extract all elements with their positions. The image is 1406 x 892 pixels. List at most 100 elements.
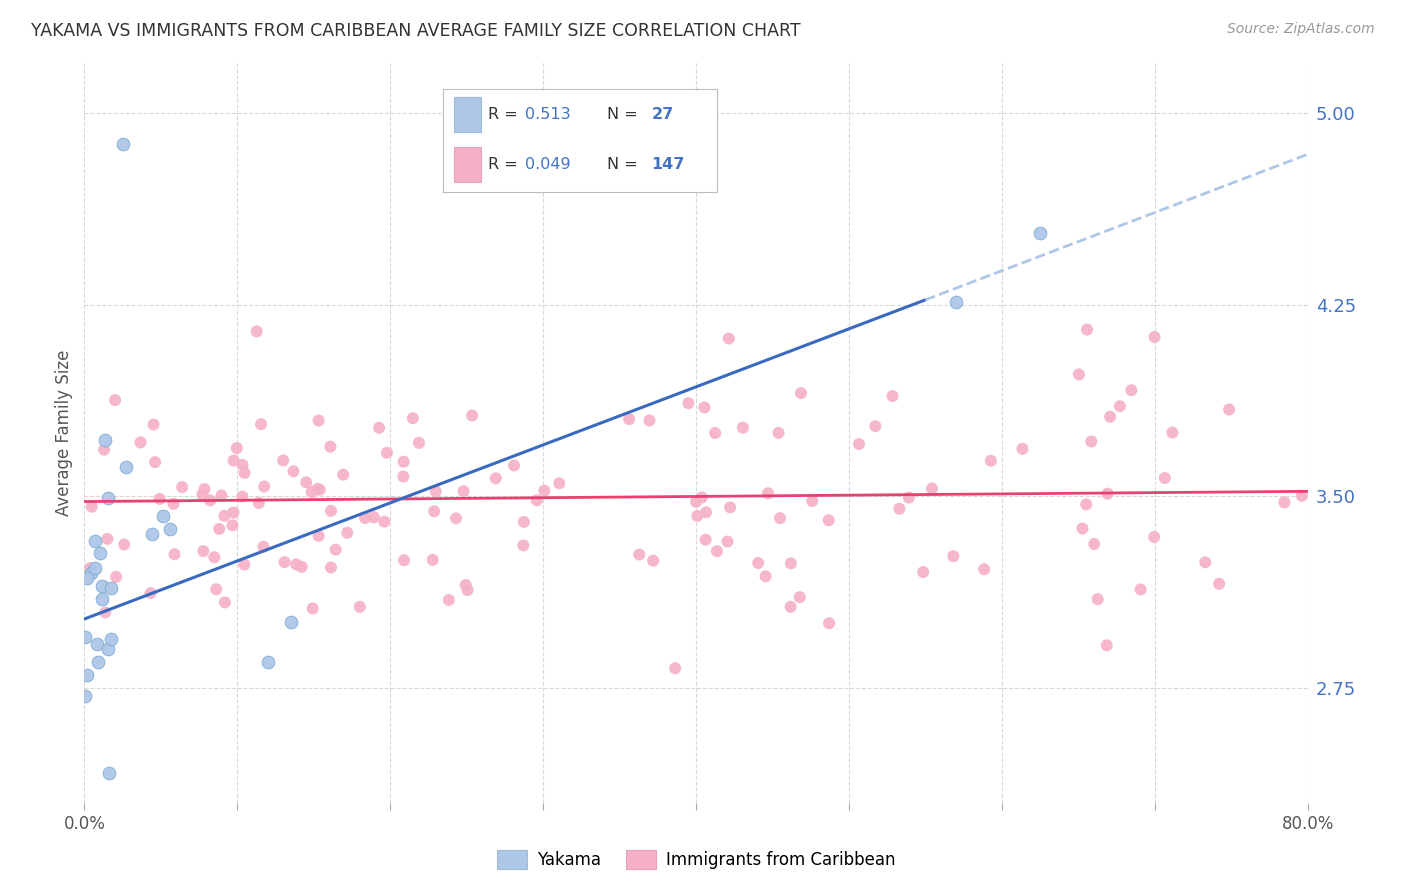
Text: Source: ZipAtlas.com: Source: ZipAtlas.com	[1227, 22, 1375, 37]
Bar	[454, 146, 481, 181]
Text: N =: N =	[607, 107, 638, 122]
Point	[349, 599, 371, 614]
Point	[716, 534, 738, 549]
Point	[693, 401, 716, 415]
Point	[84, 561, 107, 575]
Point	[769, 511, 792, 525]
Point	[354, 511, 377, 525]
Point	[453, 484, 475, 499]
Point	[222, 453, 245, 467]
Point	[86, 636, 108, 650]
Point	[1108, 399, 1130, 413]
Point	[205, 582, 228, 597]
Text: 0.049: 0.049	[526, 157, 571, 171]
Point	[1011, 442, 1033, 456]
Point	[779, 599, 801, 614]
Point	[437, 593, 460, 607]
Point	[308, 413, 330, 427]
Point	[1291, 489, 1313, 503]
Point	[485, 471, 508, 485]
Point	[779, 557, 801, 571]
Point	[143, 455, 166, 469]
Point	[664, 661, 686, 675]
Point	[695, 533, 717, 547]
Text: 27: 27	[651, 107, 673, 122]
Text: R =: R =	[488, 157, 517, 171]
Point	[392, 553, 415, 567]
Point	[225, 441, 247, 455]
Point	[1153, 471, 1175, 485]
Point	[1080, 434, 1102, 449]
Point	[152, 509, 174, 524]
Point	[79, 561, 101, 575]
Point	[973, 562, 995, 576]
Point	[526, 493, 548, 508]
Point	[114, 460, 136, 475]
Point	[97, 766, 120, 780]
Point	[817, 513, 839, 527]
Point	[139, 586, 162, 600]
Point	[112, 137, 135, 152]
Point	[105, 570, 128, 584]
Point	[80, 500, 103, 514]
Point	[193, 482, 215, 496]
Point	[423, 504, 446, 518]
Point	[90, 579, 112, 593]
Point	[232, 458, 254, 472]
Point	[100, 581, 122, 595]
Point	[301, 485, 323, 500]
Point	[1143, 330, 1166, 344]
Point	[250, 417, 273, 432]
Point	[252, 540, 274, 554]
Point	[454, 578, 477, 592]
Point	[93, 442, 115, 457]
Point	[512, 538, 534, 552]
Point	[280, 615, 302, 629]
Point	[1129, 582, 1152, 597]
Text: R =: R =	[488, 107, 517, 122]
Point	[198, 493, 221, 508]
Point	[690, 491, 713, 505]
Point	[1071, 521, 1094, 535]
Point	[695, 505, 717, 519]
Point	[921, 482, 943, 496]
Point	[96, 532, 118, 546]
Point	[945, 295, 967, 310]
Text: YAKAMA VS IMMIGRANTS FROM CARIBBEAN AVERAGE FAMILY SIZE CORRELATION CHART: YAKAMA VS IMMIGRANTS FROM CARIBBEAN AVER…	[31, 22, 800, 40]
Point	[209, 489, 232, 503]
Point	[718, 500, 741, 515]
Point	[319, 504, 342, 518]
Point	[233, 558, 256, 572]
Point	[91, 591, 114, 606]
Point	[271, 453, 294, 467]
Point	[1095, 638, 1118, 652]
Point	[222, 506, 245, 520]
Point	[617, 412, 640, 426]
Point	[392, 455, 415, 469]
Point	[402, 411, 425, 425]
Point	[80, 566, 103, 580]
Point	[253, 479, 276, 493]
Point	[457, 582, 479, 597]
Point	[897, 491, 920, 505]
Point	[1121, 383, 1143, 397]
Point	[1083, 537, 1105, 551]
Point	[214, 508, 236, 523]
Point	[283, 464, 305, 478]
Point	[301, 601, 323, 615]
Point	[373, 515, 395, 529]
Point	[717, 331, 740, 345]
Point	[75, 689, 97, 703]
Point	[163, 547, 186, 561]
Point	[425, 484, 447, 499]
Point	[912, 565, 935, 579]
Point	[638, 413, 661, 427]
Point	[848, 437, 870, 451]
Point	[231, 490, 253, 504]
Point	[461, 409, 484, 423]
Point	[246, 324, 269, 338]
Point	[368, 421, 391, 435]
Point	[408, 435, 430, 450]
Bar	[454, 97, 481, 132]
Point	[172, 480, 194, 494]
